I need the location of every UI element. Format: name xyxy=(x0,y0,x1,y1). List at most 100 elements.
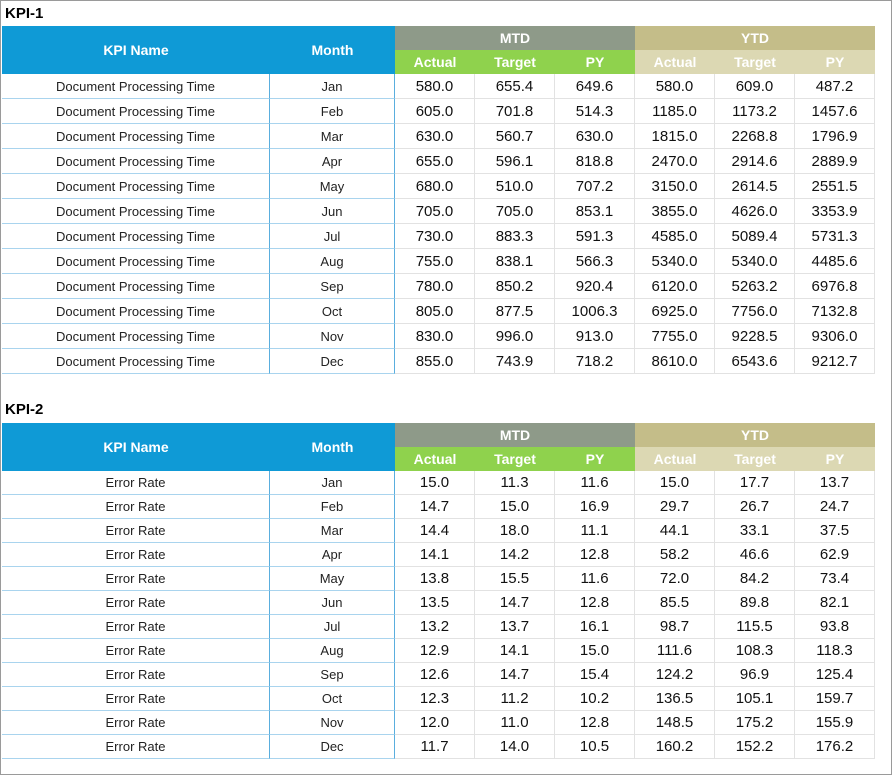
value-cell: 93.8 xyxy=(795,615,875,639)
month-cell: Nov xyxy=(270,324,395,349)
header-mtd-col: Actual xyxy=(395,447,475,471)
value-cell: 136.5 xyxy=(635,687,715,711)
value-cell: 15.0 xyxy=(395,471,475,495)
value-cell: 16.1 xyxy=(555,615,635,639)
value-cell: 18.0 xyxy=(475,519,555,543)
month-cell: Apr xyxy=(270,149,395,174)
header-mtd-col: PY xyxy=(555,50,635,74)
value-cell: 10.5 xyxy=(555,735,635,759)
header-mtd-col: Actual xyxy=(395,50,475,74)
value-cell: 2889.9 xyxy=(795,149,875,174)
kpi-name-cell: Error Rate xyxy=(2,711,270,735)
value-cell: 6120.0 xyxy=(635,274,715,299)
value-cell: 118.3 xyxy=(795,639,875,663)
value-cell: 6925.0 xyxy=(635,299,715,324)
value-cell: 630.0 xyxy=(395,124,475,149)
header-ytd-col: Actual xyxy=(635,50,715,74)
value-cell: 755.0 xyxy=(395,249,475,274)
value-cell: 883.3 xyxy=(475,224,555,249)
kpi-name-cell: Error Rate xyxy=(2,735,270,759)
month-cell: Feb xyxy=(270,495,395,519)
value-cell: 15.4 xyxy=(555,663,635,687)
value-cell: 5340.0 xyxy=(635,249,715,274)
header-mtd: MTD xyxy=(395,423,635,447)
value-cell: 14.7 xyxy=(475,663,555,687)
month-cell: Feb xyxy=(270,99,395,124)
kpi-name-cell: Document Processing Time xyxy=(2,324,270,349)
value-cell: 580.0 xyxy=(395,74,475,99)
value-cell: 37.5 xyxy=(795,519,875,543)
kpi-name-cell: Document Processing Time xyxy=(2,274,270,299)
kpi-name-cell: Error Rate xyxy=(2,495,270,519)
value-cell: 7756.0 xyxy=(715,299,795,324)
value-cell: 1006.3 xyxy=(555,299,635,324)
value-cell: 591.3 xyxy=(555,224,635,249)
value-cell: 111.6 xyxy=(635,639,715,663)
value-cell: 5089.4 xyxy=(715,224,795,249)
month-cell: Oct xyxy=(270,687,395,711)
value-cell: 630.0 xyxy=(555,124,635,149)
value-cell: 701.8 xyxy=(475,99,555,124)
kpi-name-cell: Error Rate xyxy=(2,471,270,495)
value-cell: 1185.0 xyxy=(635,99,715,124)
month-cell: Aug xyxy=(270,639,395,663)
value-cell: 58.2 xyxy=(635,543,715,567)
kpi-name-cell: Document Processing Time xyxy=(2,224,270,249)
value-cell: 6543.6 xyxy=(715,349,795,374)
value-cell: 14.4 xyxy=(395,519,475,543)
value-cell: 655.4 xyxy=(475,74,555,99)
value-cell: 125.4 xyxy=(795,663,875,687)
header-ytd-col: PY xyxy=(795,447,875,471)
header-ytd: YTD xyxy=(635,26,875,50)
value-cell: 3353.9 xyxy=(795,199,875,224)
month-cell: Dec xyxy=(270,349,395,374)
value-cell: 11.1 xyxy=(555,519,635,543)
value-cell: 780.0 xyxy=(395,274,475,299)
kpi-name-cell: Error Rate xyxy=(2,519,270,543)
value-cell: 15.5 xyxy=(475,567,555,591)
value-cell: 877.5 xyxy=(475,299,555,324)
header-mtd-col: Target xyxy=(475,447,555,471)
value-cell: 13.5 xyxy=(395,591,475,615)
header-ytd-col: Actual xyxy=(635,447,715,471)
value-cell: 9306.0 xyxy=(795,324,875,349)
value-cell: 159.7 xyxy=(795,687,875,711)
month-cell: Nov xyxy=(270,711,395,735)
value-cell: 2268.8 xyxy=(715,124,795,149)
month-cell: Jun xyxy=(270,591,395,615)
value-cell: 11.0 xyxy=(475,711,555,735)
value-cell: 9212.7 xyxy=(795,349,875,374)
kpi-name-cell: Document Processing Time xyxy=(2,149,270,174)
kpi-name-cell: Error Rate xyxy=(2,687,270,711)
value-cell: 705.0 xyxy=(395,199,475,224)
value-cell: 160.2 xyxy=(635,735,715,759)
value-cell: 96.9 xyxy=(715,663,795,687)
value-cell: 124.2 xyxy=(635,663,715,687)
value-cell: 3855.0 xyxy=(635,199,715,224)
value-cell: 14.0 xyxy=(475,735,555,759)
value-cell: 11.2 xyxy=(475,687,555,711)
value-cell: 487.2 xyxy=(795,74,875,99)
month-cell: Aug xyxy=(270,249,395,274)
value-cell: 707.2 xyxy=(555,174,635,199)
value-cell: 855.0 xyxy=(395,349,475,374)
value-cell: 830.0 xyxy=(395,324,475,349)
value-cell: 85.5 xyxy=(635,591,715,615)
header-kpi-name: KPI Name xyxy=(2,423,270,471)
header-month: Month xyxy=(270,26,395,74)
value-cell: 8610.0 xyxy=(635,349,715,374)
value-cell: 89.8 xyxy=(715,591,795,615)
value-cell: 13.2 xyxy=(395,615,475,639)
value-cell: 12.6 xyxy=(395,663,475,687)
value-cell: 148.5 xyxy=(635,711,715,735)
value-cell: 14.2 xyxy=(475,543,555,567)
kpi-name-cell: Error Rate xyxy=(2,543,270,567)
value-cell: 108.3 xyxy=(715,639,795,663)
kpi-name-cell: Document Processing Time xyxy=(2,199,270,224)
value-cell: 175.2 xyxy=(715,711,795,735)
value-cell: 12.8 xyxy=(555,591,635,615)
kpi-name-cell: Document Processing Time xyxy=(2,249,270,274)
header-ytd-col: Target xyxy=(715,447,795,471)
value-cell: 13.7 xyxy=(795,471,875,495)
value-cell: 2470.0 xyxy=(635,149,715,174)
